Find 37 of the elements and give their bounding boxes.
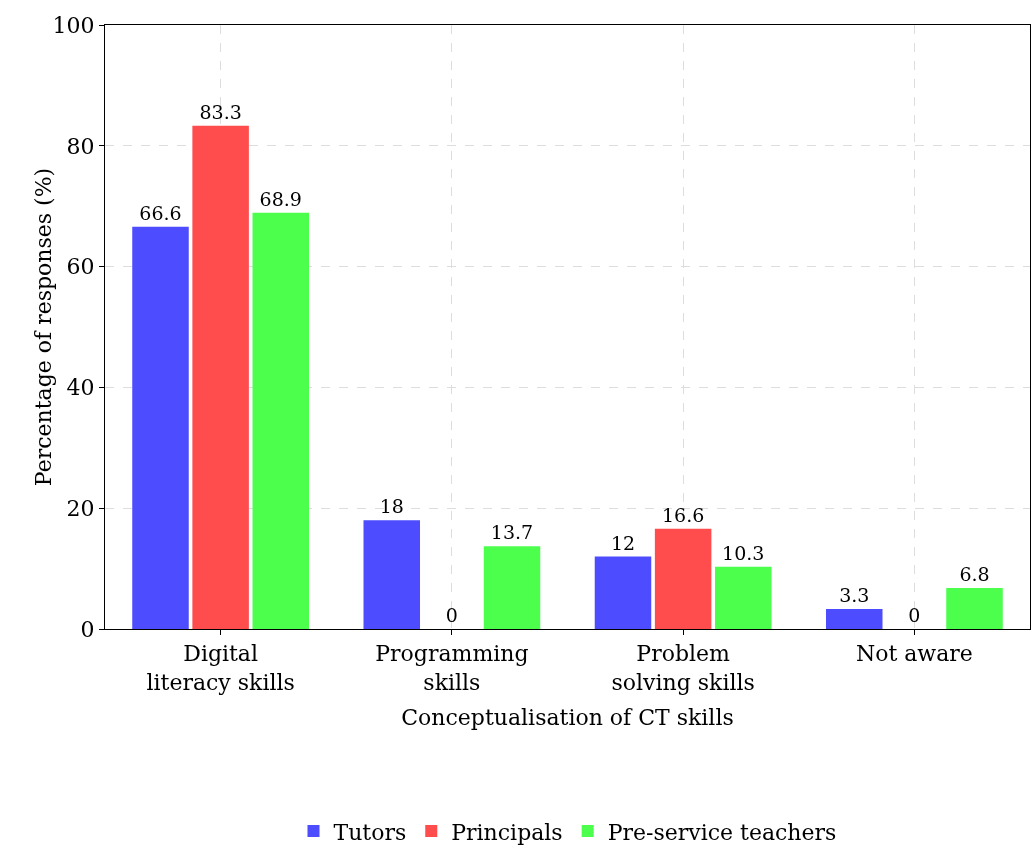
- y-axis-title: Percentage of responses (%): [31, 167, 56, 487]
- data-label: 68.9: [259, 187, 302, 210]
- data-label: 16.6: [661, 503, 705, 526]
- data-label: 66.6: [139, 201, 182, 224]
- data-label: 83.3: [199, 100, 242, 123]
- x-tick-label: Digital literacy skills: [146, 641, 295, 695]
- legend-label: Tutors: [333, 819, 407, 845]
- y-tick-label: 60: [66, 254, 95, 280]
- y-tick-label: 80: [66, 133, 95, 159]
- bar: [825, 609, 883, 629]
- y-tick-label: 40: [66, 375, 95, 401]
- data-label: 13.7: [490, 521, 534, 544]
- bar: [483, 546, 541, 629]
- data-label: 12: [610, 531, 636, 554]
- y-tick-label: 20: [66, 495, 95, 521]
- data-label: 6.8: [959, 562, 990, 585]
- x-tick-label: Not aware: [855, 641, 973, 667]
- y-tick-label: 0: [80, 616, 95, 642]
- bar: [252, 212, 310, 629]
- data-label: 18: [379, 495, 404, 518]
- data-label: 3.3: [839, 584, 870, 607]
- bar: [946, 587, 1003, 629]
- data-label: 0: [445, 604, 458, 626]
- bar: [594, 556, 652, 629]
- data-label: 0: [908, 604, 921, 626]
- bar: [363, 520, 421, 629]
- bar: [714, 566, 772, 629]
- bar: [132, 226, 189, 629]
- data-label: 10.3: [722, 541, 765, 564]
- x-tick-label: Programming skills: [375, 641, 529, 695]
- legend-label: Principals: [451, 819, 563, 845]
- x-axis-title: Conceptualisation of CT skills: [401, 704, 734, 730]
- bar: [654, 528, 712, 629]
- legend-label: Pre-service teachers: [607, 819, 837, 845]
- y-tick-label: 100: [52, 12, 95, 38]
- x-tick-label: Problem solving skills: [611, 641, 755, 695]
- bar: [192, 125, 249, 629]
